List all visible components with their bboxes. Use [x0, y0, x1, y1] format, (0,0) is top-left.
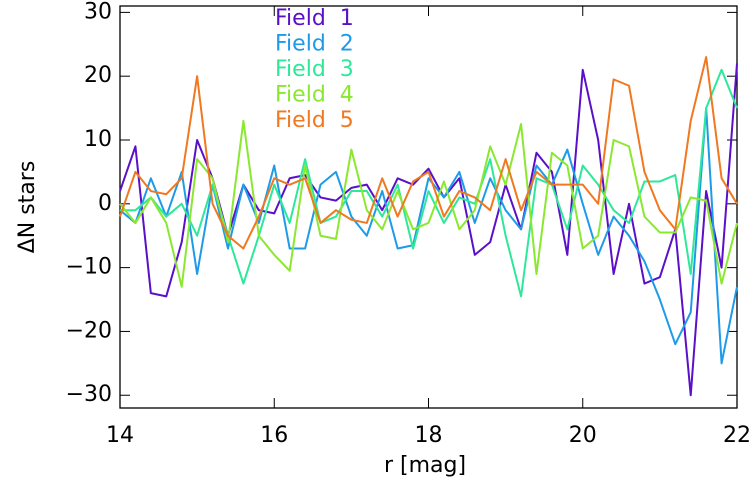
- y-tick-label: 30: [84, 0, 112, 24]
- legend-label: Field 4: [275, 83, 354, 108]
- data-line: [119, 56, 738, 250]
- data-line: [119, 63, 738, 397]
- y-tick-label: 20: [84, 63, 112, 88]
- legend-label: Field 1: [275, 6, 354, 31]
- plot-frame: [119, 5, 738, 409]
- x-tick-label: 20: [569, 423, 597, 448]
- y-axis-label: ΔN stars: [15, 161, 40, 254]
- y-tick-label: 0: [98, 191, 112, 216]
- x-tick-label: 16: [260, 423, 288, 448]
- legend-label: Field 2: [275, 32, 354, 57]
- data-line: [119, 119, 738, 288]
- x-tick-label: 22: [723, 423, 751, 448]
- legend-label: Field 3: [275, 57, 354, 82]
- y-tick-label: 10: [84, 127, 112, 152]
- data-line: [119, 107, 738, 365]
- y-tick-label: −30: [66, 382, 112, 407]
- x-tick-label: 14: [106, 423, 134, 448]
- y-tick-label: −10: [66, 255, 112, 280]
- x-axis-label: r [mag]: [384, 453, 466, 478]
- legend-label: Field 5: [275, 108, 354, 133]
- x-tick-label: 18: [415, 423, 443, 448]
- y-tick-label: −20: [66, 318, 112, 343]
